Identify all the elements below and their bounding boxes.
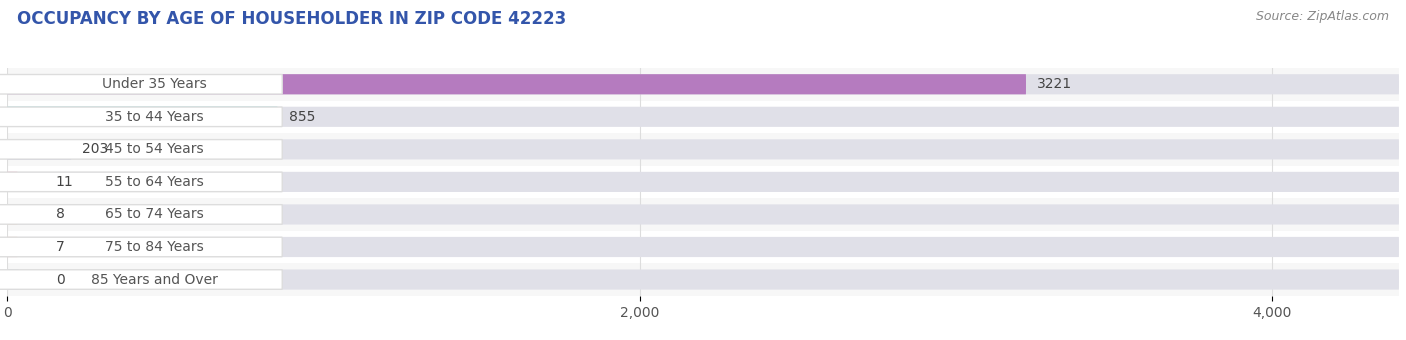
FancyBboxPatch shape [7, 139, 1399, 159]
FancyBboxPatch shape [7, 74, 1026, 95]
FancyBboxPatch shape [0, 205, 283, 224]
Bar [7, 231, 1399, 263]
Text: 3221: 3221 [1038, 77, 1073, 91]
FancyBboxPatch shape [7, 237, 17, 257]
Text: 35 to 44 Years: 35 to 44 Years [105, 110, 204, 124]
Text: 65 to 74 Years: 65 to 74 Years [105, 207, 204, 221]
FancyBboxPatch shape [0, 270, 283, 289]
Text: OCCUPANCY BY AGE OF HOUSEHOLDER IN ZIP CODE 42223: OCCUPANCY BY AGE OF HOUSEHOLDER IN ZIP C… [17, 10, 567, 28]
Text: Source: ZipAtlas.com: Source: ZipAtlas.com [1256, 10, 1389, 23]
FancyBboxPatch shape [7, 107, 277, 127]
Text: 855: 855 [288, 110, 315, 124]
Text: 75 to 84 Years: 75 to 84 Years [105, 240, 204, 254]
FancyBboxPatch shape [0, 172, 283, 192]
FancyBboxPatch shape [7, 172, 17, 192]
FancyBboxPatch shape [7, 107, 1399, 127]
Bar [7, 263, 1399, 296]
Bar [7, 68, 1399, 101]
FancyBboxPatch shape [7, 172, 1399, 192]
FancyBboxPatch shape [7, 139, 72, 159]
FancyBboxPatch shape [7, 269, 1399, 290]
Bar [7, 133, 1399, 166]
FancyBboxPatch shape [7, 204, 17, 224]
Bar [7, 101, 1399, 133]
FancyBboxPatch shape [7, 269, 18, 290]
FancyBboxPatch shape [0, 107, 283, 126]
Text: 11: 11 [56, 175, 73, 189]
FancyBboxPatch shape [0, 74, 283, 94]
Text: 8: 8 [56, 207, 65, 221]
Bar [7, 198, 1399, 231]
Text: 203: 203 [83, 142, 108, 156]
FancyBboxPatch shape [7, 74, 1399, 95]
Text: Under 35 Years: Under 35 Years [101, 77, 207, 91]
Text: 0: 0 [56, 273, 65, 287]
Text: 85 Years and Over: 85 Years and Over [91, 273, 218, 287]
Text: 7: 7 [56, 240, 65, 254]
Text: 45 to 54 Years: 45 to 54 Years [105, 142, 204, 156]
Bar [7, 166, 1399, 198]
FancyBboxPatch shape [7, 204, 1399, 224]
Text: 55 to 64 Years: 55 to 64 Years [105, 175, 204, 189]
FancyBboxPatch shape [0, 140, 283, 159]
FancyBboxPatch shape [0, 237, 283, 257]
FancyBboxPatch shape [7, 237, 1399, 257]
